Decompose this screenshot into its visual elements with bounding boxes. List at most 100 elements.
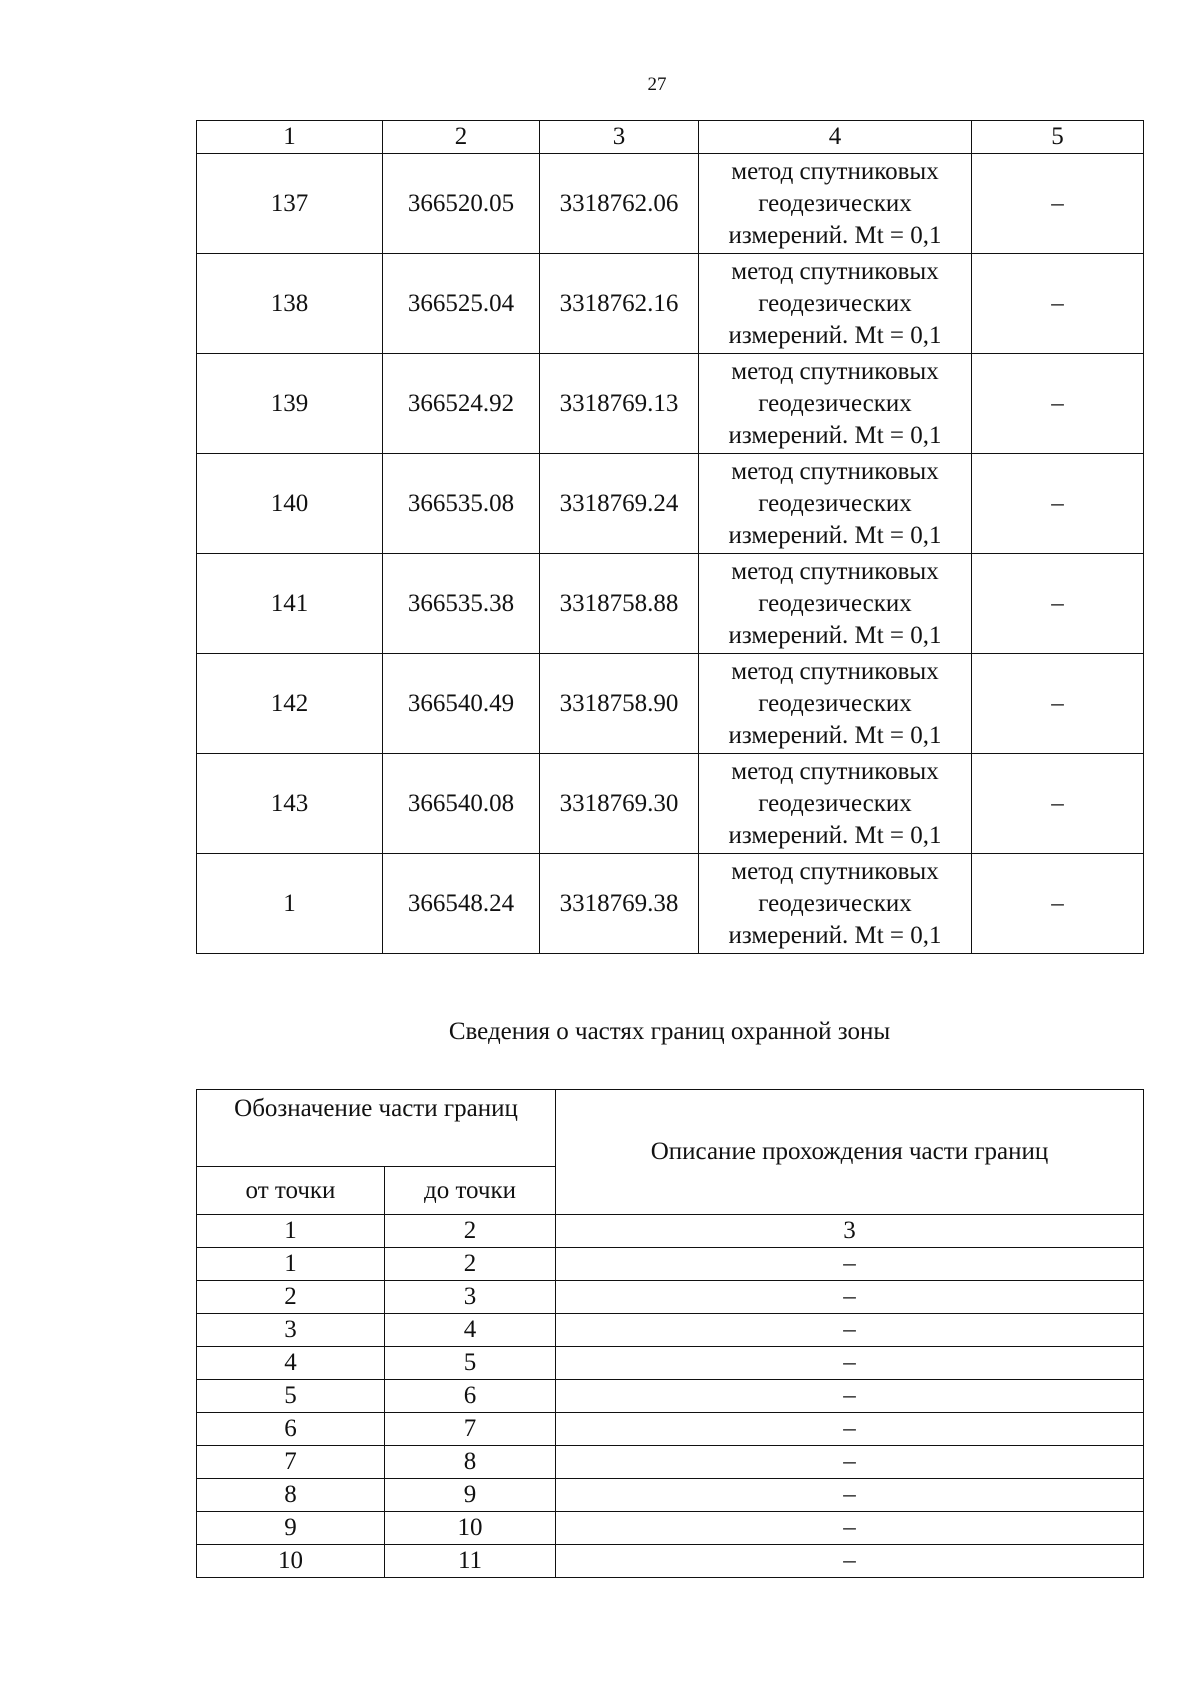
to-point: 4	[384, 1313, 556, 1347]
page-number: 27	[647, 74, 667, 95]
table-row: 8 9–	[196, 1478, 1144, 1512]
x-coordinate: 366535.08	[382, 453, 540, 554]
to-point: 5	[384, 1346, 556, 1380]
method: метод спутниковых геодезических измерени…	[698, 353, 972, 454]
x-coordinate: 366540.08	[382, 753, 540, 854]
group-header: Обозначение части границ	[196, 1089, 556, 1167]
table-row: 7 8–	[196, 1445, 1144, 1479]
from-point: 6	[196, 1412, 385, 1446]
table-row: 2 3–	[196, 1280, 1144, 1314]
point-number: 143	[196, 753, 383, 854]
table-row: 3 4–	[196, 1313, 1144, 1347]
note: –	[971, 653, 1144, 754]
column-number: 3	[539, 120, 699, 154]
x-coordinate: 366524.92	[382, 353, 540, 454]
to-point: 10	[384, 1511, 556, 1545]
to-point-header: до точки	[384, 1166, 556, 1215]
column-number: 2	[384, 1214, 556, 1248]
point-number: 1	[196, 853, 383, 954]
description-header: Описание прохождения части границ	[555, 1089, 1144, 1215]
table-subheader-row: от точки до точки	[196, 1166, 1144, 1215]
method: метод спутниковых геодезических измерени…	[698, 453, 972, 554]
table-row: 1 366548.24 3318769.38 метод спутниковых ге…	[196, 853, 1144, 954]
description: –	[555, 1346, 1144, 1380]
description: –	[555, 1445, 1144, 1479]
from-point: 2	[196, 1280, 385, 1314]
point-number: 141	[196, 553, 383, 654]
column-numbering-row: 1 2 3	[196, 1214, 1144, 1248]
description: –	[555, 1544, 1144, 1578]
table-header-row: 1 2 3 4 5	[196, 120, 1144, 154]
to-point: 2	[384, 1247, 556, 1281]
to-point: 3	[384, 1280, 556, 1314]
x-coordinate: 366548.24	[382, 853, 540, 954]
y-coordinate: 3318762.16	[539, 253, 699, 354]
section-title: Сведения о частях границ охранной зоны	[448, 1018, 891, 1045]
to-point: 6	[384, 1379, 556, 1413]
boundary-parts-table: Обозначение части границ Описание прохож…	[196, 1089, 1144, 1578]
to-point: 8	[384, 1445, 556, 1479]
note: –	[971, 453, 1144, 554]
x-coordinate: 366520.05	[382, 153, 540, 254]
point-number: 142	[196, 653, 383, 754]
method: метод спутниковых геодезических измерени…	[698, 253, 972, 354]
from-point: 3	[196, 1313, 385, 1347]
note: –	[971, 753, 1144, 854]
note: –	[971, 353, 1144, 454]
description: –	[555, 1478, 1144, 1512]
y-coordinate: 3318758.88	[539, 553, 699, 654]
coordinates-table: 1 2 3 4 5 137 366520.05 3318762.06 метод сп…	[196, 120, 1144, 954]
column-number: 4	[698, 120, 972, 154]
method: метод спутниковых геодезических измерени…	[698, 153, 972, 254]
note: –	[971, 153, 1144, 254]
description: –	[555, 1247, 1144, 1281]
column-number: 2	[382, 120, 540, 154]
table-row: 137 366520.05 3318762.06 метод спутниковых …	[196, 153, 1144, 254]
table-row: 138 366525.04 3318762.16 метод спутниковых …	[196, 253, 1144, 354]
from-point: 10	[196, 1544, 385, 1578]
column-number: 3	[555, 1214, 1144, 1248]
from-point-header: от точки	[196, 1166, 385, 1215]
method: метод спутниковых геодезических измерени…	[698, 553, 972, 654]
table-row: 10 11–	[196, 1544, 1144, 1578]
description: –	[555, 1280, 1144, 1314]
to-point: 11	[384, 1544, 556, 1578]
from-point: 7	[196, 1445, 385, 1479]
from-point: 1	[196, 1247, 385, 1281]
table-row: 9 10–	[196, 1511, 1144, 1545]
x-coordinate: 366525.04	[382, 253, 540, 354]
point-number: 140	[196, 453, 383, 554]
table-row: 1 2–	[196, 1247, 1144, 1281]
column-number: 1	[196, 1214, 385, 1248]
y-coordinate: 3318769.38	[539, 853, 699, 954]
note: –	[971, 853, 1144, 954]
table-header-row: Обозначение части границ Описание прохож…	[196, 1089, 1144, 1215]
table-row: 6 7–	[196, 1412, 1144, 1446]
table-row: 5 6–	[196, 1379, 1144, 1413]
x-coordinate: 366535.38	[382, 553, 540, 654]
point-number: 138	[196, 253, 383, 354]
to-point: 9	[384, 1478, 556, 1512]
description: –	[555, 1511, 1144, 1545]
y-coordinate: 3318762.06	[539, 153, 699, 254]
description: –	[555, 1379, 1144, 1413]
from-point: 8	[196, 1478, 385, 1512]
column-number: 5	[971, 120, 1144, 154]
description: –	[555, 1412, 1144, 1446]
point-number: 137	[196, 153, 383, 254]
table-row: 140 366535.08 3318769.24 метод спутниковых …	[196, 453, 1144, 554]
table-row: 4 5–	[196, 1346, 1144, 1380]
description: –	[555, 1313, 1144, 1347]
from-point: 4	[196, 1346, 385, 1380]
table-row: 142 366540.49 3318758.90 метод спутниковых …	[196, 653, 1144, 754]
y-coordinate: 3318769.30	[539, 753, 699, 854]
table-row: 141 366535.38 3318758.88 метод спутниковых …	[196, 553, 1144, 654]
from-point: 5	[196, 1379, 385, 1413]
table-row: 139 366524.92 3318769.13 метод спутниковых …	[196, 353, 1144, 454]
table-row: 143 366540.08 3318769.30 метод спутниковых …	[196, 753, 1144, 854]
to-point: 7	[384, 1412, 556, 1446]
method: метод спутниковых геодезических измерени…	[698, 753, 972, 854]
y-coordinate: 3318769.24	[539, 453, 699, 554]
y-coordinate: 3318758.90	[539, 653, 699, 754]
y-coordinate: 3318769.13	[539, 353, 699, 454]
